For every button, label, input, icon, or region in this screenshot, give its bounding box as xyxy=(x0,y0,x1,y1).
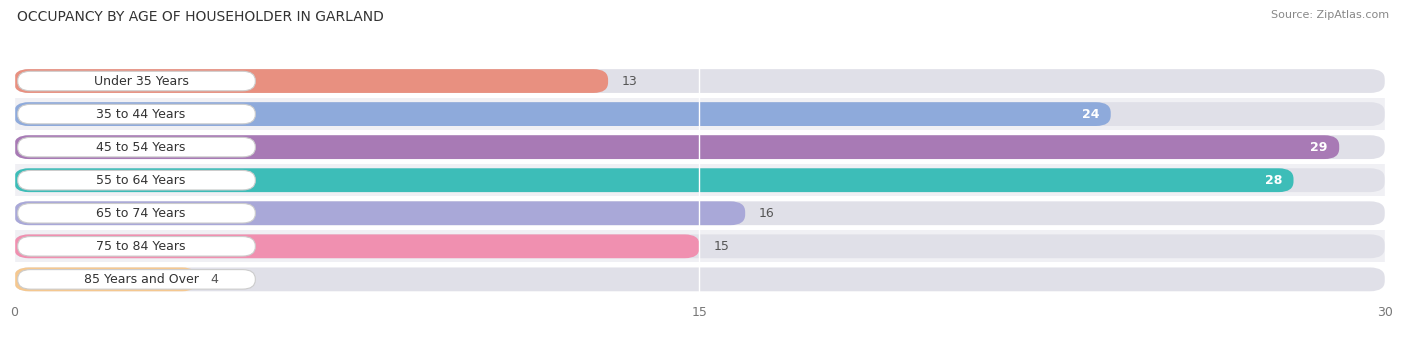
Text: 65 to 74 Years: 65 to 74 Years xyxy=(97,207,186,220)
FancyBboxPatch shape xyxy=(14,231,1385,262)
FancyBboxPatch shape xyxy=(14,268,1385,291)
Text: OCCUPANCY BY AGE OF HOUSEHOLDER IN GARLAND: OCCUPANCY BY AGE OF HOUSEHOLDER IN GARLA… xyxy=(17,10,384,24)
FancyBboxPatch shape xyxy=(14,198,1385,229)
Text: 85 Years and Over: 85 Years and Over xyxy=(83,273,198,286)
FancyBboxPatch shape xyxy=(18,237,256,256)
Text: 13: 13 xyxy=(621,74,637,87)
Text: 29: 29 xyxy=(1310,141,1327,154)
FancyBboxPatch shape xyxy=(18,270,256,289)
FancyBboxPatch shape xyxy=(18,104,256,124)
Text: 55 to 64 Years: 55 to 64 Years xyxy=(97,174,186,187)
FancyBboxPatch shape xyxy=(14,234,700,258)
FancyBboxPatch shape xyxy=(18,137,256,157)
FancyBboxPatch shape xyxy=(18,170,256,190)
FancyBboxPatch shape xyxy=(14,135,1340,159)
Text: 24: 24 xyxy=(1081,107,1099,121)
Text: 45 to 54 Years: 45 to 54 Years xyxy=(97,141,186,154)
FancyBboxPatch shape xyxy=(18,204,256,223)
FancyBboxPatch shape xyxy=(14,168,1294,192)
FancyBboxPatch shape xyxy=(14,164,1385,196)
Text: 4: 4 xyxy=(211,273,218,286)
Text: Under 35 Years: Under 35 Years xyxy=(94,74,188,87)
FancyBboxPatch shape xyxy=(14,268,197,291)
FancyBboxPatch shape xyxy=(14,102,1111,126)
Text: 35 to 44 Years: 35 to 44 Years xyxy=(97,107,186,121)
FancyBboxPatch shape xyxy=(14,201,745,225)
Text: 28: 28 xyxy=(1265,174,1282,187)
FancyBboxPatch shape xyxy=(14,135,1385,159)
FancyBboxPatch shape xyxy=(14,98,1385,130)
Text: 75 to 84 Years: 75 to 84 Years xyxy=(97,240,186,253)
FancyBboxPatch shape xyxy=(14,69,609,93)
FancyBboxPatch shape xyxy=(14,234,1385,258)
Text: 16: 16 xyxy=(759,207,775,220)
FancyBboxPatch shape xyxy=(14,168,1385,192)
FancyBboxPatch shape xyxy=(14,69,1385,93)
Text: Source: ZipAtlas.com: Source: ZipAtlas.com xyxy=(1271,10,1389,20)
FancyBboxPatch shape xyxy=(18,71,256,91)
FancyBboxPatch shape xyxy=(14,102,1385,126)
FancyBboxPatch shape xyxy=(14,131,1385,163)
Text: 15: 15 xyxy=(713,240,730,253)
FancyBboxPatch shape xyxy=(14,65,1385,97)
FancyBboxPatch shape xyxy=(14,201,1385,225)
FancyBboxPatch shape xyxy=(14,264,1385,295)
